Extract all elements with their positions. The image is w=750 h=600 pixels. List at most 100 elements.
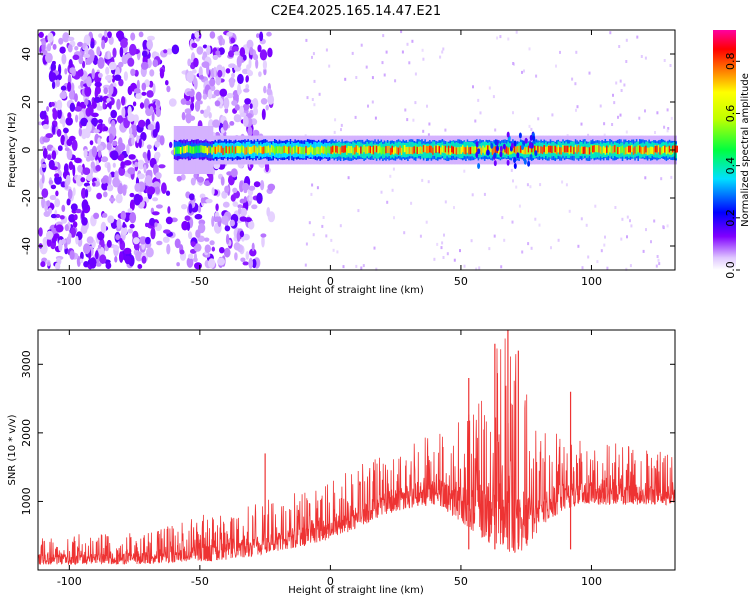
spectrogram-cell bbox=[58, 37, 64, 45]
spectrogram-cell bbox=[241, 145, 244, 153]
spectrogram-cell bbox=[438, 146, 441, 154]
spectrogram-cell bbox=[242, 103, 250, 111]
spectrogram-cell bbox=[480, 147, 483, 155]
spectrogram-cell bbox=[59, 215, 65, 220]
spectrogram-cell bbox=[147, 149, 151, 161]
spectrogram-cell bbox=[188, 231, 193, 240]
spectrogram-cell bbox=[186, 91, 195, 96]
spectrogram-cell bbox=[372, 145, 376, 153]
spectrogram-cell bbox=[178, 146, 181, 154]
spectrogram-cell bbox=[391, 188, 394, 192]
spectrogram-cell bbox=[260, 98, 268, 105]
spectrogram-cell bbox=[422, 145, 425, 153]
spectrogram-cell bbox=[407, 146, 410, 154]
spectrogram-cell bbox=[121, 106, 126, 118]
spectrogram-cell bbox=[465, 147, 468, 155]
spectrogram-cell bbox=[506, 159, 510, 166]
spectrogram-cell bbox=[637, 145, 640, 153]
spectrogram-cell bbox=[52, 43, 57, 50]
spectrogram-cell bbox=[403, 231, 406, 235]
colorbar-gradient bbox=[713, 30, 736, 270]
spectrogram-cell bbox=[444, 128, 447, 132]
spectrogram-cell bbox=[612, 146, 615, 154]
spectrogram-cell bbox=[512, 146, 515, 154]
spectrogram-cell bbox=[232, 201, 239, 207]
spectrogram-cell bbox=[325, 48, 328, 52]
spectrogram-cell bbox=[215, 50, 221, 56]
spectrogram-cell bbox=[60, 134, 66, 146]
spectrogram-cell bbox=[585, 223, 588, 227]
spectrogram-cell bbox=[237, 83, 241, 96]
spectrogram-cell bbox=[444, 200, 447, 204]
spectrogram-cell bbox=[74, 157, 82, 164]
spectrogram-cell bbox=[50, 101, 55, 107]
spectrogram-cell bbox=[134, 69, 139, 77]
spectrogram-cell bbox=[609, 31, 612, 35]
spectrogram-cell bbox=[108, 126, 116, 136]
spectrogram-cell bbox=[488, 247, 491, 251]
spectrogram-cell bbox=[230, 168, 238, 178]
spectrogram-cell bbox=[582, 146, 585, 154]
spectrogram-cell bbox=[159, 68, 165, 79]
spectrogram-cell bbox=[513, 140, 517, 147]
spectrogram-cell bbox=[621, 145, 624, 153]
spectrogram-cell bbox=[219, 88, 228, 97]
spectrogram-cell bbox=[482, 145, 485, 153]
spectrogram-cell bbox=[475, 151, 479, 158]
spectrogram-cell bbox=[658, 262, 661, 266]
spectrogram-cell bbox=[470, 239, 473, 243]
spectrogram-cell bbox=[502, 145, 505, 153]
spectrogram-cell bbox=[251, 204, 258, 210]
spectrogram-cell bbox=[225, 68, 231, 74]
spectrogram-cell bbox=[513, 163, 517, 169]
spectrogram-cell bbox=[188, 253, 194, 259]
spectrogram-cell bbox=[233, 147, 236, 155]
spectrogram-cell bbox=[248, 185, 256, 191]
spectrogram-cell bbox=[375, 267, 378, 271]
spectrogram-cell bbox=[155, 186, 161, 195]
spectrogram-cell bbox=[46, 43, 52, 52]
spectrogram-cell bbox=[256, 192, 263, 204]
spectrogram-cell bbox=[446, 147, 449, 155]
spectrogram-cell bbox=[606, 266, 609, 270]
spectrogram-cell bbox=[199, 193, 206, 199]
spectrogram-cell bbox=[208, 146, 211, 154]
spectrogram-cell bbox=[354, 115, 357, 119]
spectrogram-cell bbox=[107, 215, 115, 224]
spectrogram-cell bbox=[57, 107, 62, 119]
spectrogram-cell bbox=[516, 152, 520, 159]
spectrogram-cell bbox=[656, 111, 659, 115]
spectrogram-cell bbox=[640, 146, 643, 155]
spectrogram-cell bbox=[50, 184, 57, 190]
spectrogram-cell bbox=[189, 145, 192, 154]
spectrogram-cell bbox=[119, 238, 123, 244]
spectrogram-cell bbox=[599, 146, 602, 154]
spectrogram-cell bbox=[266, 146, 269, 154]
spectrogram-cell bbox=[575, 50, 578, 54]
spectrogram-cell bbox=[587, 133, 590, 137]
spectrogram-cell bbox=[476, 146, 479, 154]
spectrogram-cell bbox=[71, 139, 78, 151]
spectrogram-cell bbox=[426, 104, 428, 108]
spectrogram-cell bbox=[362, 264, 365, 268]
spectrogram-cell bbox=[226, 92, 234, 99]
spectrogram-cell bbox=[561, 180, 564, 184]
spectrogram-cell bbox=[509, 147, 511, 155]
spectrogram-cell bbox=[435, 145, 438, 153]
spectrogram-cell bbox=[89, 140, 94, 146]
spectrogram-cell bbox=[579, 147, 582, 155]
spectrogram-cell bbox=[108, 61, 117, 71]
spectrogram-cell bbox=[294, 145, 297, 154]
spectrogram-cell bbox=[330, 146, 333, 154]
snr-series bbox=[37, 330, 676, 566]
spectrogram-cell bbox=[411, 39, 414, 43]
spectrogram-cell bbox=[477, 163, 481, 169]
spectrogram-cell bbox=[311, 98, 314, 101]
snr-line bbox=[37, 338, 676, 566]
spectrogram-cell bbox=[511, 220, 514, 224]
spectrogram-cell bbox=[267, 47, 273, 58]
spectrogram-cell bbox=[195, 37, 200, 42]
spectrogram-cell bbox=[241, 235, 245, 242]
spectrogram-cell bbox=[389, 147, 392, 155]
spectrogram-cell bbox=[581, 266, 584, 270]
